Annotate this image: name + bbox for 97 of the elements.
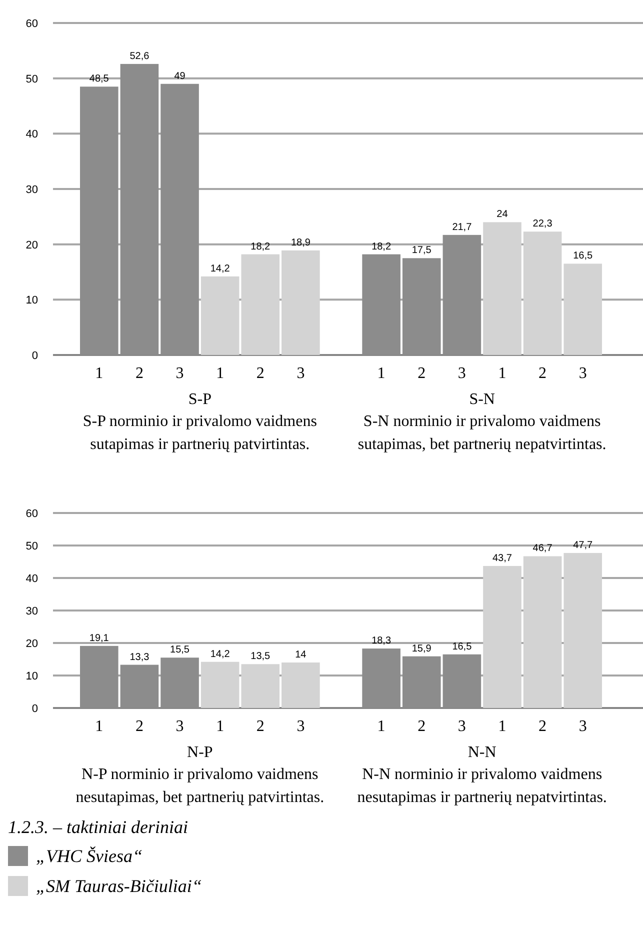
bar <box>282 662 320 708</box>
data-label: 14 <box>295 650 307 660</box>
bar <box>402 656 441 708</box>
bar <box>160 84 199 355</box>
data-label: 47,7 <box>573 540 594 551</box>
data-label: 49 <box>174 70 186 82</box>
x-tick-label: 2 <box>135 365 144 382</box>
data-label: 18,2 <box>372 241 392 252</box>
x-tick-label: 1 <box>377 718 386 735</box>
x-tick-label: 2 <box>256 365 264 382</box>
y-tick-label: 60 <box>26 508 38 520</box>
bar <box>80 646 118 708</box>
x-tick-label: 1 <box>216 718 224 735</box>
x-tick-label: 1 <box>95 718 104 735</box>
bar <box>483 222 522 355</box>
bar <box>402 258 441 355</box>
data-label: 15,9 <box>412 643 432 654</box>
text: N-N norminio ir privalomo vaidmens nesutapimas ir partnerių nepatvirtintas. <box>357 766 607 806</box>
y-tick-label: 40 <box>26 128 38 141</box>
bar <box>160 658 199 708</box>
x-tick-label: 1 <box>95 365 104 382</box>
bar <box>523 556 562 708</box>
data-label: 19,1 <box>89 632 110 644</box>
y-tick-label: 60 <box>26 18 38 30</box>
data-label: 15,5 <box>170 644 190 656</box>
data-label: 14,2 <box>210 648 230 660</box>
y-tick-label: 50 <box>26 73 38 86</box>
data-label: 16,5 <box>452 641 472 652</box>
data-label: 52,6 <box>130 50 150 62</box>
bar <box>282 250 320 355</box>
text: N-N <box>468 744 497 761</box>
x-tick-label: 2 <box>135 718 144 735</box>
text: S-P <box>188 391 212 408</box>
text: N-P <box>187 744 213 761</box>
bar <box>483 566 522 708</box>
y-tick-label: 20 <box>26 239 38 252</box>
x-tick-label: 3 <box>296 365 305 382</box>
x-tick-label: 3 <box>176 718 184 735</box>
x-tick-label: 3 <box>458 365 466 382</box>
x-tick-label: 1 <box>377 365 386 382</box>
y-tick-label: 20 <box>26 638 38 650</box>
legend-title: 1.2.3. – taktiniai deriniai <box>8 817 188 837</box>
data-label: 13,5 <box>250 651 271 662</box>
y-tick-label: 10 <box>26 670 38 682</box>
y-tick-label: 40 <box>26 573 38 585</box>
data-label: 18,2 <box>250 241 271 252</box>
x-tick-label: 1 <box>498 718 506 735</box>
text: S-N <box>469 391 496 408</box>
y-tick-label: 0 <box>32 703 38 715</box>
text: S-N norminio ir privalomo vaidmens sutapimas, bet partnerių nepatvirtintas. <box>358 413 606 453</box>
x-tick-label: 3 <box>296 718 305 735</box>
bar <box>120 64 159 355</box>
x-tick-label: 2 <box>418 365 426 382</box>
text: S-P norminio ir privalomo vaidmens sutapimas ir partnerių patvirtintas. <box>82 413 317 453</box>
bar <box>362 648 400 708</box>
x-tick-label: 3 <box>578 365 587 382</box>
data-label: 24 <box>496 209 508 220</box>
y-tick-label: 50 <box>26 540 38 552</box>
y-tick-label: 10 <box>26 294 38 307</box>
data-label: 14,2 <box>210 263 230 274</box>
x-tick-label: 2 <box>538 365 547 382</box>
data-label: 13,3 <box>130 652 150 663</box>
legend-label: „SM Tauras-Bičiuliai“ <box>36 876 202 896</box>
y-tick-label: 0 <box>32 350 38 362</box>
bar <box>200 662 240 708</box>
bar <box>442 654 482 708</box>
data-label: 18,9 <box>290 237 311 248</box>
text: N-P norminio ir privalomo vaidmens nesutapimas, bet partnerių patvirtintas. <box>76 766 324 806</box>
bar <box>362 254 400 355</box>
legend-label: „VHC Šviesa“ <box>36 846 143 866</box>
data-label: 46,7 <box>532 543 553 554</box>
bar <box>80 86 118 355</box>
x-tick-label: 2 <box>418 718 426 735</box>
data-label: 16,5 <box>573 250 594 262</box>
data-label: 22,3 <box>532 218 553 230</box>
x-tick-label: 1 <box>216 365 224 382</box>
data-label: 21,7 <box>452 222 472 233</box>
y-tick-label: 30 <box>26 606 38 618</box>
x-tick-label: 2 <box>256 718 264 735</box>
bar <box>523 232 562 355</box>
bar <box>241 254 280 355</box>
bar <box>241 664 280 708</box>
bar <box>120 664 159 708</box>
data-label: 17,5 <box>412 245 432 256</box>
bar <box>200 276 240 355</box>
bar <box>564 552 602 708</box>
bar <box>442 234 482 355</box>
x-tick-label: 2 <box>538 718 547 735</box>
data-label: 43,7 <box>492 552 512 564</box>
x-tick-label: 3 <box>176 365 184 382</box>
x-tick-label: 3 <box>458 718 466 735</box>
bar <box>564 264 602 355</box>
x-tick-label: 3 <box>578 718 587 735</box>
data-label: 48,5 <box>89 74 110 85</box>
data-label: 18,3 <box>372 636 392 647</box>
x-tick-label: 1 <box>498 365 506 382</box>
y-tick-label: 30 <box>26 184 38 196</box>
